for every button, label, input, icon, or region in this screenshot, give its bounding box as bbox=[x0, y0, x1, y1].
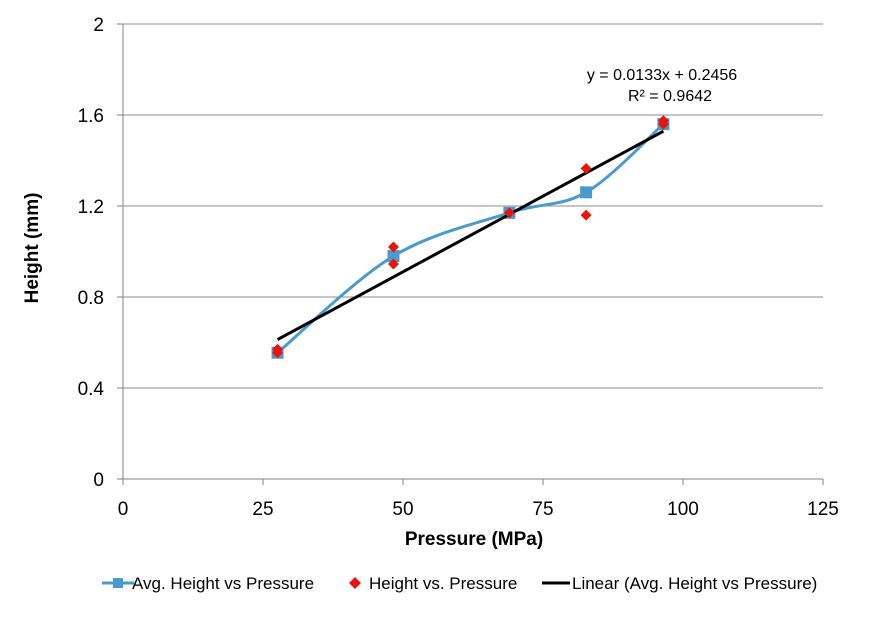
plot-area bbox=[271, 115, 670, 359]
legend-label-linear: Linear (Avg. Height vs Pressure) bbox=[572, 574, 817, 593]
trendline-equation: y = 0.0133x + 0.2456 bbox=[587, 67, 737, 84]
y-axis-ticks: 0 0.4 0.8 1.2 1.6 2 bbox=[78, 15, 123, 491]
legend-entry-linear: Linear (Avg. Height vs Pressure) bbox=[542, 574, 817, 593]
x-tick-label: 50 bbox=[392, 499, 413, 520]
height-point bbox=[580, 209, 592, 221]
y-tick-label: 2 bbox=[93, 15, 104, 36]
y-axis-title: Height (mm) bbox=[22, 193, 43, 304]
height-point bbox=[387, 258, 399, 270]
legend-entry-avg-height: Avg. Height vs Pressure bbox=[102, 574, 314, 593]
series-avg-height-line bbox=[276, 122, 665, 354]
x-tick-label: 0 bbox=[118, 499, 129, 520]
legend: Avg. Height vs Pressure Height vs. Press… bbox=[102, 574, 817, 593]
y-tick-label: 1.6 bbox=[78, 106, 104, 127]
trendline bbox=[276, 129, 665, 341]
height-point bbox=[503, 207, 515, 219]
height-point bbox=[657, 118, 669, 130]
x-tick-label: 125 bbox=[807, 499, 839, 520]
y-tick-label: 0.8 bbox=[78, 288, 104, 309]
x-axis-title: Pressure (MPa) bbox=[405, 529, 543, 550]
legend-entry-height: Height vs. Pressure bbox=[349, 574, 517, 593]
x-tick-label: 25 bbox=[252, 499, 273, 520]
legend-label-avg-height: Avg. Height vs Pressure bbox=[132, 574, 314, 593]
avg-height-point bbox=[580, 186, 593, 199]
y-tick-label: 0 bbox=[93, 470, 104, 491]
x-axis-ticks: 0 25 50 75 100 125 bbox=[118, 479, 839, 520]
height-point bbox=[272, 343, 284, 355]
legend-label-height: Height vs. Pressure bbox=[369, 574, 517, 593]
legend-swatch-height-marker bbox=[349, 577, 361, 589]
height-point bbox=[387, 241, 399, 253]
gridlines bbox=[123, 23, 823, 389]
legend-swatch-avg-height-marker bbox=[113, 578, 123, 588]
height-point bbox=[580, 162, 592, 174]
y-tick-label: 0.4 bbox=[78, 379, 105, 400]
y-tick-label: 1.2 bbox=[78, 197, 104, 218]
x-tick-label: 75 bbox=[532, 499, 553, 520]
trendline-r-squared: R² = 0.9642 bbox=[628, 88, 712, 105]
x-tick-label: 100 bbox=[667, 499, 699, 520]
avg-height-point bbox=[387, 250, 400, 263]
